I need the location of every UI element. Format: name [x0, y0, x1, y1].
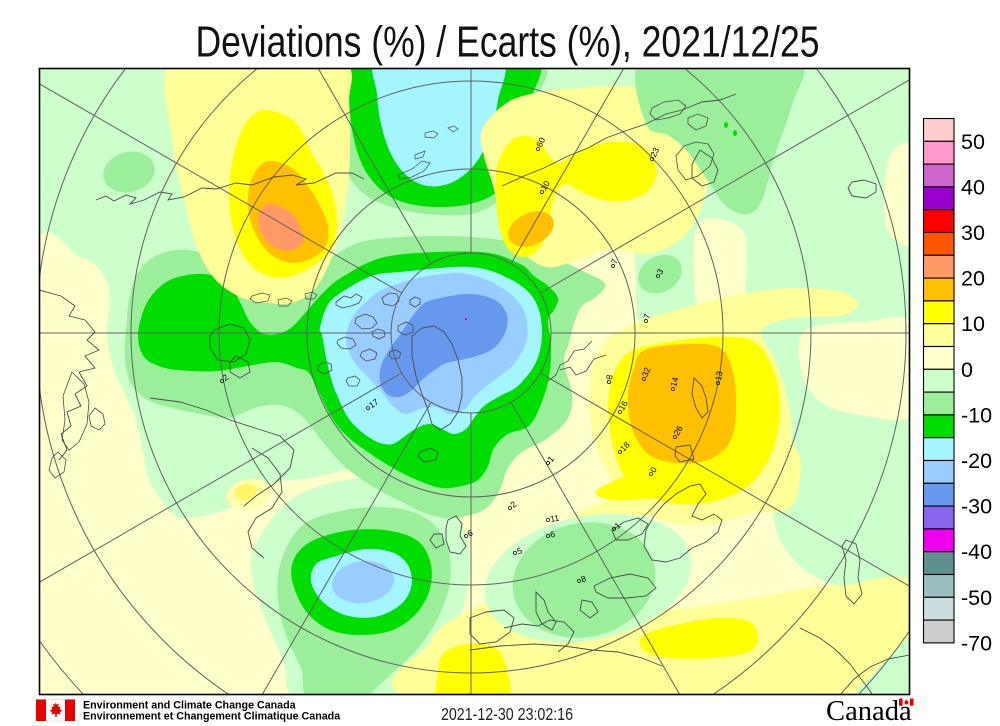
svg-text:11: 11: [550, 513, 561, 524]
svg-text:30: 30: [961, 221, 985, 245]
svg-text:40: 40: [961, 175, 985, 199]
svg-text:Environnement et Changement Cl: Environnement et Changement Climatique C…: [83, 711, 341, 723]
svg-text:20: 20: [961, 267, 985, 291]
svg-text:10: 10: [961, 312, 985, 336]
svg-text:0: 0: [961, 358, 973, 382]
svg-text:Environment and Climate Change: Environment and Climate Change Canada: [83, 700, 297, 712]
svg-text:10: 10: [538, 179, 552, 192]
svg-text:32: 32: [640, 366, 653, 379]
svg-text:6: 6: [549, 529, 556, 540]
svg-text:3: 3: [654, 267, 665, 276]
svg-text:-10: -10: [961, 403, 992, 427]
svg-text:Deviations (%) / Ecarts (%), 2: Deviations (%) / Ecarts (%), 2021/12/25: [196, 17, 820, 66]
svg-text:14: 14: [668, 376, 680, 388]
svg-text:-20: -20: [961, 449, 992, 473]
svg-text:-70: -70: [961, 631, 992, 655]
svg-text:-40: -40: [961, 540, 992, 564]
svg-text:0: 0: [648, 465, 659, 475]
svg-text:50: 50: [961, 130, 985, 154]
svg-text:-30: -30: [961, 495, 992, 519]
svg-text:8: 8: [579, 573, 587, 584]
svg-text:2: 2: [508, 499, 518, 510]
svg-text:Canada: Canada: [826, 696, 912, 726]
svg-text:2: 2: [220, 372, 230, 383]
svg-text:1: 1: [612, 520, 622, 531]
svg-text:1: 1: [545, 454, 556, 464]
svg-text:23: 23: [648, 146, 661, 159]
svg-text:16: 16: [616, 399, 630, 412]
svg-text:8: 8: [604, 374, 615, 381]
svg-text:13: 13: [713, 370, 725, 381]
svg-text:2021-12-30 23:02:16: 2021-12-30 23:02:16: [441, 704, 573, 724]
svg-text:7: 7: [641, 312, 652, 319]
svg-text:5: 5: [515, 545, 523, 556]
svg-text:7: 7: [609, 257, 620, 265]
svg-text:6: 6: [465, 527, 474, 538]
svg-text:26: 26: [671, 424, 685, 437]
svg-text:-50: -50: [961, 586, 992, 610]
svg-text:60: 60: [534, 136, 547, 149]
